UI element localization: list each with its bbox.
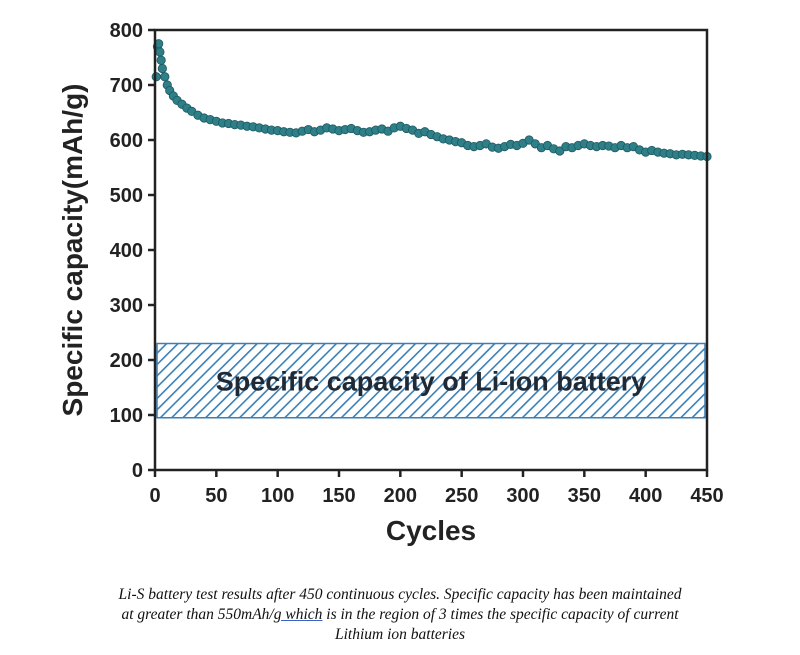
x-tick-label: 400	[629, 485, 662, 507]
y-axis-title: Specific capacity(mAh/g)	[57, 84, 88, 417]
chart: Specific capacity of Li-ion battery 0 100…	[57, 20, 724, 546]
x-tick-label: 50	[205, 485, 227, 507]
data-point	[156, 55, 166, 65]
y-tick-label: 700	[110, 75, 143, 97]
li-ion-band-label: Specific capacity of Li-ion battery	[216, 367, 647, 397]
y-tick-label: 400	[110, 240, 143, 262]
caption-line-1: Li-S battery test results after 450 cont…	[118, 586, 682, 603]
y-tick-label: 100	[110, 405, 143, 427]
y-tick-label: 0	[132, 460, 143, 482]
caption-underlined-text: g which	[273, 606, 323, 623]
x-tick-label: 0	[149, 485, 160, 507]
y-tick-label: 800	[110, 20, 143, 42]
y-tick-label: 200	[110, 350, 143, 372]
data-point	[160, 72, 170, 82]
caption-line-2-end: is in the region of 3 times the specific…	[322, 606, 679, 623]
y-tick-label: 600	[110, 130, 143, 152]
y-tick-label: 500	[110, 185, 143, 207]
x-tick-label: 100	[261, 485, 294, 507]
x-tick-label: 250	[445, 485, 478, 507]
caption-line-3: Lithium ion batteries	[334, 626, 466, 643]
x-tick-label: 450	[690, 485, 723, 507]
x-tick-label: 300	[506, 485, 539, 507]
x-tick-label: 350	[568, 485, 601, 507]
data-point	[155, 47, 165, 57]
caption-line-2: at greater than 550mAh/g which is in the…	[20, 605, 780, 625]
figure-caption: Li-S battery test results after 450 cont…	[20, 585, 780, 645]
y-tick-label: 300	[110, 295, 143, 317]
li-ion-band	[156, 342, 706, 419]
x-tick-label: 200	[384, 485, 417, 507]
x-axis-title: Cycles	[386, 515, 476, 546]
data-point	[555, 146, 565, 156]
x-tick-label: 150	[322, 485, 355, 507]
data-point	[157, 63, 167, 74]
caption-line-2-start: at greater than 550mAh/	[121, 606, 274, 623]
